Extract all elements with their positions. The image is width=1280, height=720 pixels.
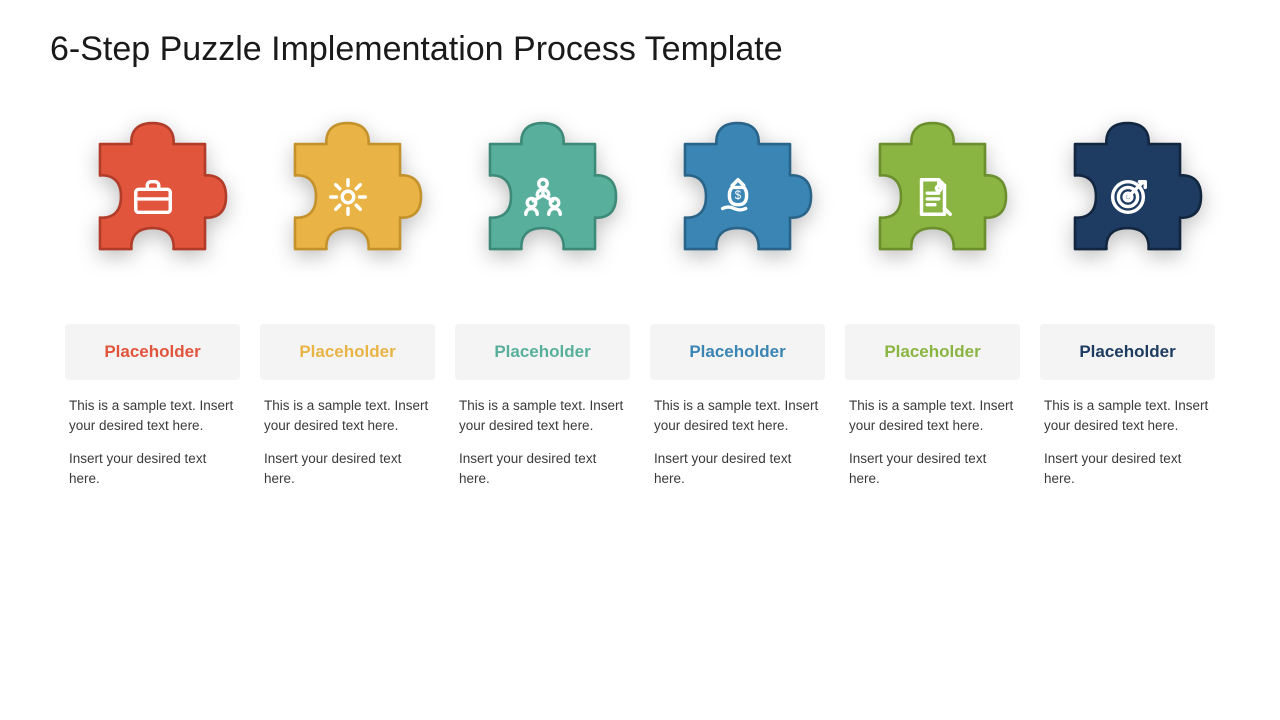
card-header: Placeholder — [650, 324, 825, 380]
card-text-1: This is a sample text. Insert your desir… — [459, 396, 626, 435]
card-6: Placeholder This is a sample text. Insert… — [1040, 324, 1215, 488]
card-header: Placeholder — [455, 324, 630, 380]
briefcase-icon — [130, 174, 176, 220]
puzzle-piece-5 — [845, 109, 1020, 284]
card-2: Placeholder This is a sample text. Insert… — [260, 324, 435, 488]
card-header: Placeholder — [1040, 324, 1215, 380]
card-header: Placeholder — [260, 324, 435, 380]
card-4: Placeholder This is a sample text. Insert… — [650, 324, 825, 488]
slide-title: 6-Step Puzzle Implementation Process Tem… — [50, 30, 1230, 69]
gear-icon — [325, 174, 371, 220]
cards-row: Placeholder This is a sample text. Insert… — [50, 324, 1230, 488]
card-3: Placeholder This is a sample text. Insert… — [455, 324, 630, 488]
card-body: This is a sample text. Insert your desir… — [65, 396, 240, 488]
card-body: This is a sample text. Insert your desir… — [455, 396, 630, 488]
people-icon — [520, 174, 566, 220]
puzzle-piece-2 — [260, 109, 435, 284]
puzzle-piece-3 — [455, 109, 630, 284]
puzzle-piece-6 — [1040, 109, 1215, 284]
card-text-1: This is a sample text. Insert your desir… — [849, 396, 1016, 435]
puzzle-row: $ — [50, 109, 1230, 284]
card-text-1: This is a sample text. Insert your desir… — [69, 396, 236, 435]
card-body: This is a sample text. Insert your desir… — [845, 396, 1020, 488]
card-text-2: Insert your desired text here. — [69, 449, 236, 488]
card-text-2: Insert your desired text here. — [1044, 449, 1211, 488]
card-header: Placeholder — [65, 324, 240, 380]
document-icon — [910, 174, 956, 220]
target-icon — [1105, 174, 1151, 220]
card-body: This is a sample text. Insert your desir… — [260, 396, 435, 488]
moneyhand-icon: $ — [715, 174, 761, 220]
card-text-1: This is a sample text. Insert your desir… — [264, 396, 431, 435]
card-text-2: Insert your desired text here. — [264, 449, 431, 488]
card-text-2: Insert your desired text here. — [654, 449, 821, 488]
card-text-2: Insert your desired text here. — [459, 449, 626, 488]
card-5: Placeholder This is a sample text. Insert… — [845, 324, 1020, 488]
puzzle-piece-4: $ — [650, 109, 825, 284]
slide: 6-Step Puzzle Implementation Process Tem… — [0, 0, 1280, 720]
svg-text:$: $ — [734, 189, 741, 201]
puzzle-piece-1 — [65, 109, 240, 284]
card-header: Placeholder — [845, 324, 1020, 380]
card-1: Placeholder This is a sample text. Insert… — [65, 324, 240, 488]
card-body: This is a sample text. Insert your desir… — [1040, 396, 1215, 488]
card-text-1: This is a sample text. Insert your desir… — [654, 396, 821, 435]
card-text-2: Insert your desired text here. — [849, 449, 1016, 488]
card-body: This is a sample text. Insert your desir… — [650, 396, 825, 488]
card-text-1: This is a sample text. Insert your desir… — [1044, 396, 1211, 435]
